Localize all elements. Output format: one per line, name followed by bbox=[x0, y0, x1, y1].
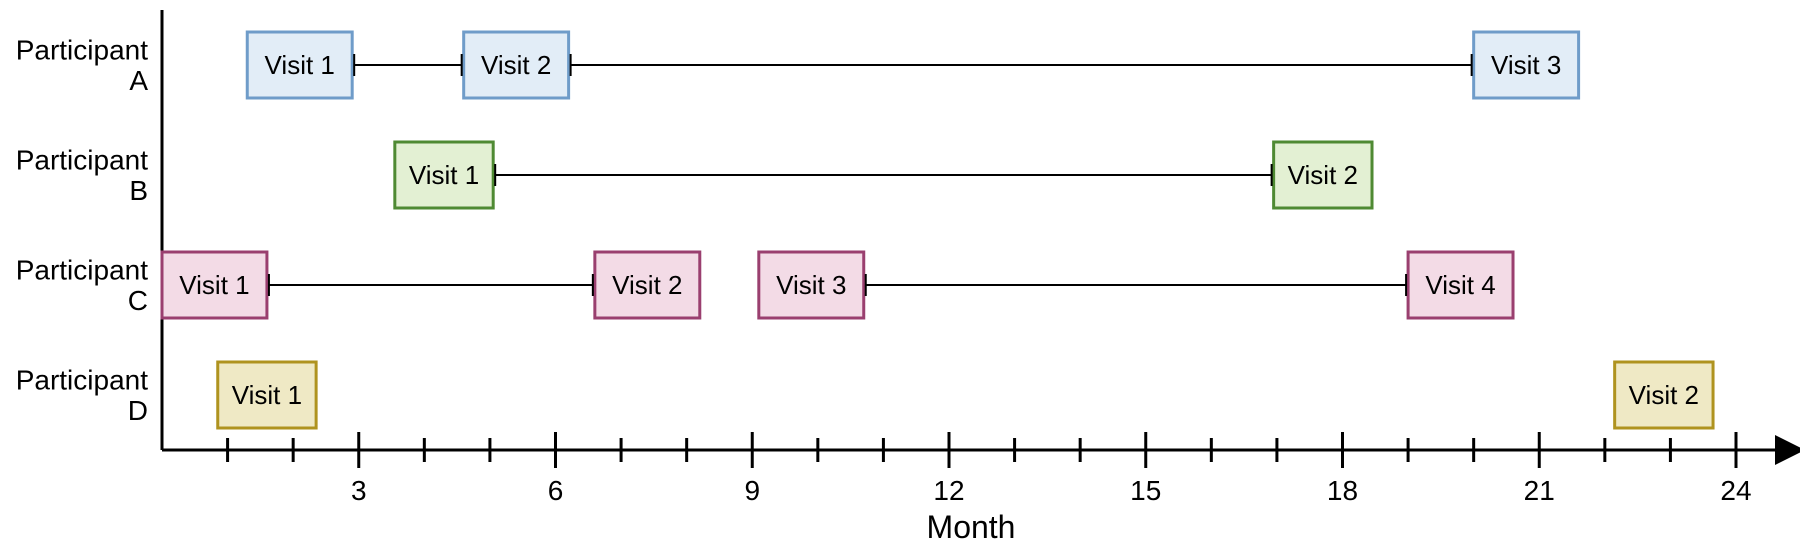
connector bbox=[866, 274, 1406, 296]
tick-label: 3 bbox=[351, 475, 367, 506]
visit-label: Visit 1 bbox=[179, 270, 249, 300]
visit-label: Visit 2 bbox=[481, 50, 551, 80]
visit-label: Visit 3 bbox=[1491, 50, 1561, 80]
row-label-a: Participant bbox=[16, 34, 149, 65]
visit-label: Visit 4 bbox=[1425, 270, 1495, 300]
connector bbox=[495, 164, 1271, 186]
visit-label: Visit 2 bbox=[1288, 160, 1358, 190]
row-label-d: D bbox=[128, 395, 148, 426]
row-label-a: A bbox=[129, 65, 148, 96]
row-label-d: Participant bbox=[16, 364, 149, 395]
tick-label: 18 bbox=[1327, 475, 1358, 506]
tick-label: 9 bbox=[744, 475, 760, 506]
visit-label: Visit 1 bbox=[265, 50, 335, 80]
tick-label: 6 bbox=[548, 475, 564, 506]
row-label-b: B bbox=[129, 175, 148, 206]
connector bbox=[571, 54, 1472, 76]
timeline-chart: 3691215182124MonthParticipantAVisit 1Vis… bbox=[0, 0, 1800, 539]
row-label-b: Participant bbox=[16, 144, 149, 175]
tick-label: 21 bbox=[1524, 475, 1555, 506]
visit-label: Visit 1 bbox=[232, 380, 302, 410]
tick-label: 15 bbox=[1130, 475, 1161, 506]
tick-label: 12 bbox=[933, 475, 964, 506]
row-label-c: Participant bbox=[16, 254, 149, 285]
row-label-c: C bbox=[128, 285, 148, 316]
visit-label: Visit 2 bbox=[1629, 380, 1699, 410]
connector bbox=[269, 274, 593, 296]
tick-label: 24 bbox=[1720, 475, 1751, 506]
visit-label: Visit 3 bbox=[776, 270, 846, 300]
visit-label: Visit 1 bbox=[409, 160, 479, 190]
axis-title: Month bbox=[927, 509, 1016, 539]
connector bbox=[354, 54, 461, 76]
visit-label: Visit 2 bbox=[612, 270, 682, 300]
